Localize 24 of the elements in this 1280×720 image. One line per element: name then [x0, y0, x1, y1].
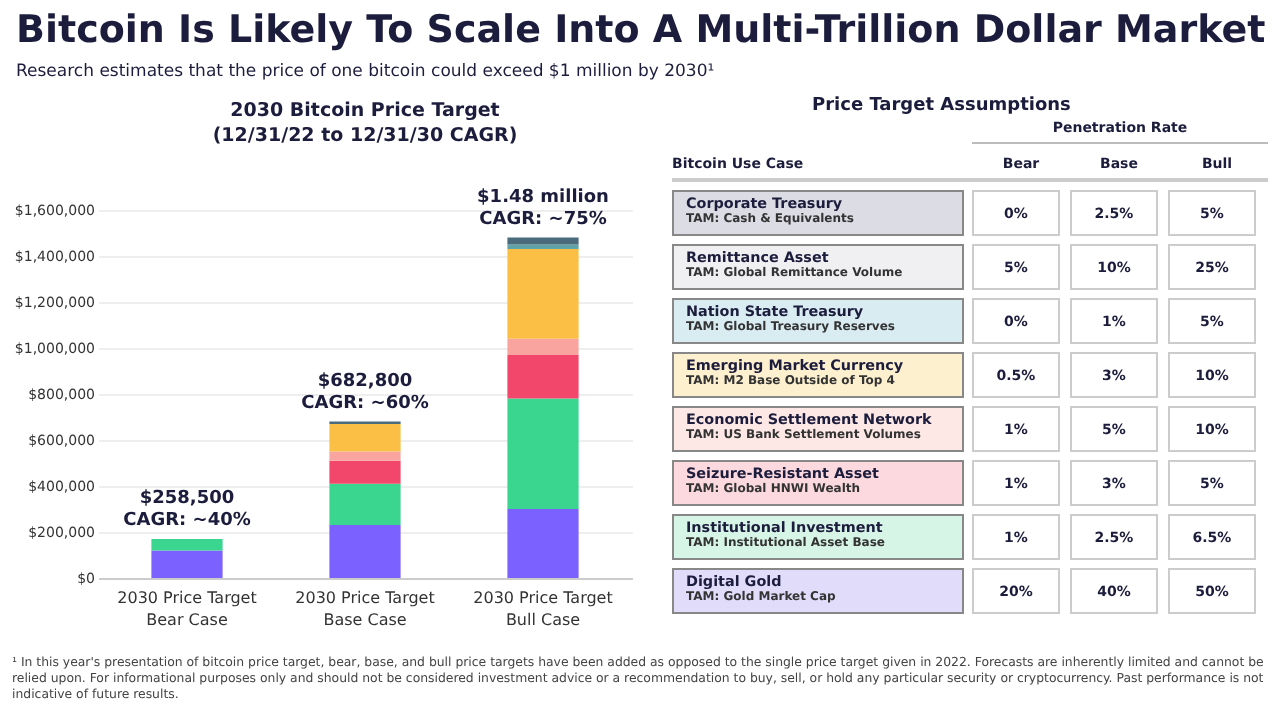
- bar: [507, 237, 579, 245]
- annotation: $682,800 CAGR: ~60%: [301, 371, 429, 414]
- bar: [507, 509, 579, 578]
- x-tick-label: 2030 Price Target Bull Case: [473, 589, 613, 629]
- chart-title: 2030 Bitcoin Price Target: [230, 99, 501, 122]
- bar: [507, 354, 579, 399]
- bar: [507, 249, 579, 339]
- bar: [329, 525, 401, 578]
- text: Bitcoin Is Likely To Scale Into A Multi-Trillion Dollar Market: [16, 8, 1266, 52]
- bar: [507, 338, 579, 355]
- annotation: $1.48 million CAGR: ~75%: [477, 187, 609, 230]
- bar: [329, 483, 401, 526]
- text: Research estimates that the price of one bitcoin could exceed $1 million by 2030¹: [16, 62, 717, 82]
- bar: [507, 398, 579, 509]
- chart-subtitle: (12/31/22 to 12/31/30 CAGR): [212, 124, 518, 147]
- text: Price Target Assumptions: [812, 96, 1073, 116]
- x-tick-label: 2030 Price Target Base Case: [295, 589, 435, 629]
- bar: [329, 451, 401, 461]
- annotation: $258,500 CAGR: ~40%: [123, 488, 251, 531]
- bar: [329, 460, 401, 484]
- bar: [151, 538, 223, 551]
- x-tick-label: 2030 Price Target Bear Case: [117, 589, 257, 629]
- bar: [151, 550, 223, 578]
- bar: [329, 423, 401, 452]
